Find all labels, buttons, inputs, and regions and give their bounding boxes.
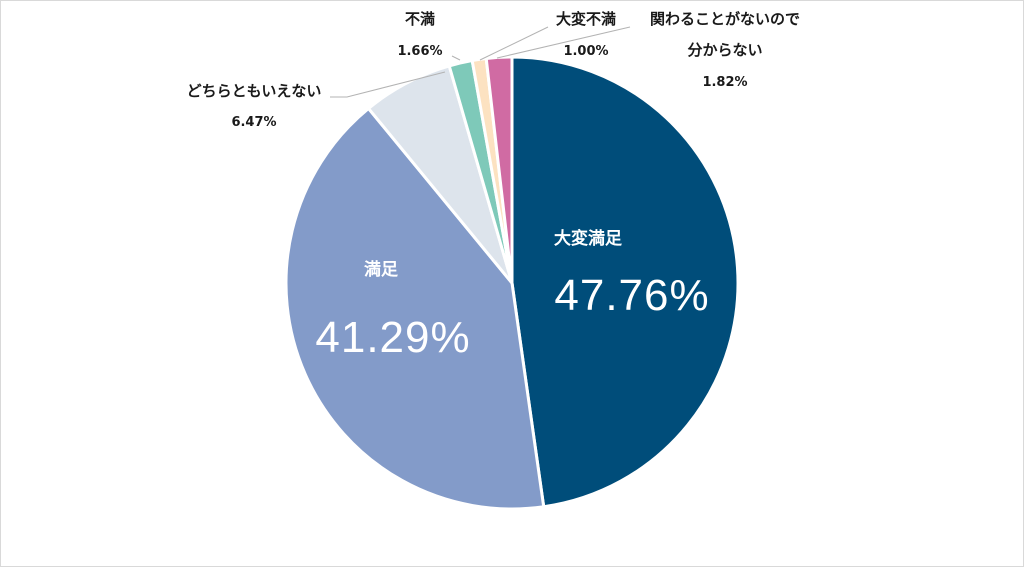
slice-value-3: 6.47% bbox=[231, 115, 276, 130]
slice-value-2: 41.29% bbox=[315, 313, 470, 362]
slice-label-4-line-1: 不満 bbox=[405, 10, 435, 28]
slice-label-1: 大変満足 bbox=[554, 228, 622, 249]
slice-label-6-line-1: 関わることがないので bbox=[650, 10, 800, 28]
slice-label-5-line-1: 大変不満 bbox=[556, 10, 616, 28]
pie-slices bbox=[284, 55, 740, 511]
leader-line-5 bbox=[479, 26, 549, 61]
leader-line-4 bbox=[451, 55, 461, 61]
slice-label-2: 満足 bbox=[364, 259, 398, 280]
slice-labels: 大変満足 47.76% 満足 41.29% どちらともいえない 6.47% 不満 1.66% 大… bbox=[187, 10, 800, 362]
slice-label-3-line-1: どちらともいえない bbox=[187, 82, 322, 100]
leader-lines bbox=[330, 26, 631, 98]
pie-slice-1 bbox=[510, 55, 740, 509]
slice-label-6-line-2: 分からない bbox=[687, 41, 762, 59]
slice-value-5: 1.00% bbox=[563, 44, 608, 59]
slice-value-6: 1.82% bbox=[702, 75, 747, 90]
slice-value-4: 1.66% bbox=[397, 44, 442, 59]
leader-line-3 bbox=[330, 71, 446, 98]
leader-line-6 bbox=[496, 26, 631, 59]
slice-value-1: 47.76% bbox=[554, 271, 709, 320]
pie-slice-2 bbox=[284, 106, 546, 511]
